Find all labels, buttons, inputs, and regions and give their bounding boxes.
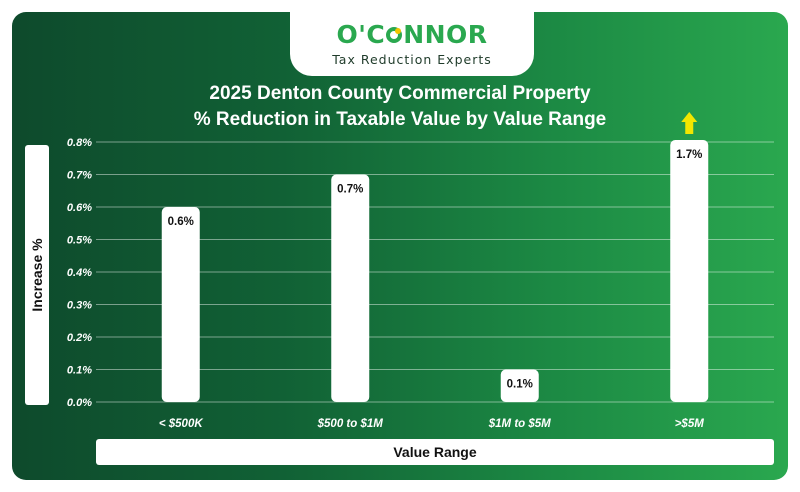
bar <box>670 140 709 402</box>
bar-chart: 0.0% 0.1% 0.2% 0.3% 0.4% 0.5% 0.6% 0.7% 0.8% 0.6%… <box>67 112 774 430</box>
logo-tagline: Tax Reduction Experts <box>332 51 492 67</box>
chart-subtitle: % Reduction in Taxable Value by Value Ra… <box>193 109 607 130</box>
y-axis-label-box: Increase % <box>25 145 49 405</box>
data-label: 0.7% <box>337 184 363 196</box>
y-tick-label: 0.8% <box>67 137 92 149</box>
bar <box>500 369 539 402</box>
x-tick-label: $500 to $1M <box>317 418 384 430</box>
y-tick-label: 0.3% <box>67 300 92 312</box>
y-tick-label: 0.2% <box>67 332 92 344</box>
y-tick-label: 0.4% <box>67 267 92 279</box>
data-label: 0.6% <box>168 216 194 228</box>
logo-ring-icon <box>386 26 403 43</box>
x-tick-label: >$5M <box>675 418 705 430</box>
y-tick-label: 0.1% <box>67 365 92 377</box>
x-axis-label: Value Range <box>96 439 774 465</box>
logo-prefix: O'C <box>336 19 386 49</box>
y-tick-label: 0.6% <box>67 202 92 214</box>
logo: O'C NNOR Tax Reduction Experts <box>290 12 534 76</box>
data-label: 1.7% <box>676 149 702 161</box>
bar <box>331 174 370 402</box>
logo-suffix: NNOR <box>403 19 488 49</box>
overflow-arrow-icon <box>681 112 698 134</box>
y-tick-label: 0.5% <box>67 235 92 247</box>
logo-wordmark: O'C NNOR <box>336 19 488 49</box>
x-tick-label: < $500K <box>159 418 203 430</box>
chart-card: O'C NNOR Tax Reduction Experts 2025 Dent… <box>12 12 788 480</box>
y-tick-label: 0.7% <box>67 170 92 182</box>
x-tick-label: $1M to $5M <box>488 418 551 430</box>
chart-title: 2025 Denton County Commercial Property <box>209 83 591 104</box>
data-label: 0.1% <box>507 379 533 391</box>
bar <box>161 207 200 402</box>
y-tick-label: 0.0% <box>67 397 92 409</box>
